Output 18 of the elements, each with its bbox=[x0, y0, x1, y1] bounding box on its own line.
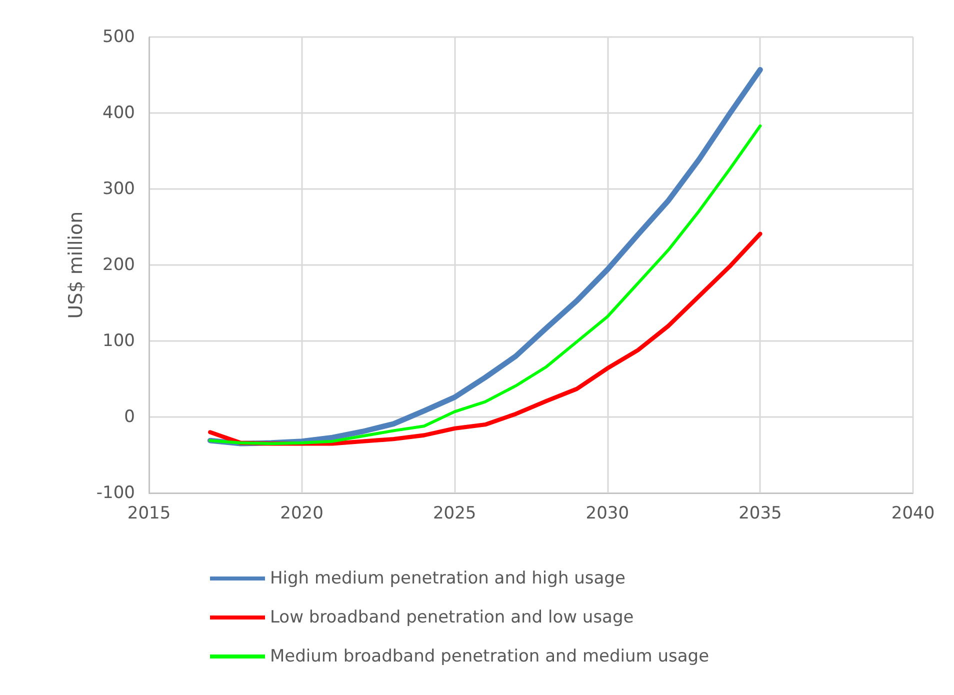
y-axis-title: US$ million bbox=[65, 211, 88, 319]
x-tick-label: 2035 bbox=[738, 504, 782, 524]
x-tick-label: 2025 bbox=[432, 504, 476, 524]
legend-label: High medium penetration and high usage bbox=[270, 568, 626, 588]
legend-label: Medium broadband penetration and medium usage bbox=[270, 646, 710, 666]
y-tick-label: 200 bbox=[102, 255, 135, 275]
legend-label: Low broadband penetration and low usage bbox=[270, 608, 634, 628]
y-tick-label: -100 bbox=[96, 483, 135, 503]
x-tick-label: 2015 bbox=[127, 504, 171, 524]
y-tick-label: 0 bbox=[124, 407, 135, 427]
x-tick-label: 2040 bbox=[891, 504, 935, 524]
y-tick-label: 100 bbox=[102, 331, 135, 351]
y-tick-label: 400 bbox=[102, 103, 135, 123]
x-tick-label: 2030 bbox=[586, 504, 630, 524]
y-tick-label: 300 bbox=[102, 179, 135, 199]
y-tick-label: 500 bbox=[102, 27, 135, 47]
x-tick-label: 2020 bbox=[280, 504, 324, 524]
line-series bbox=[208, 124, 762, 446]
